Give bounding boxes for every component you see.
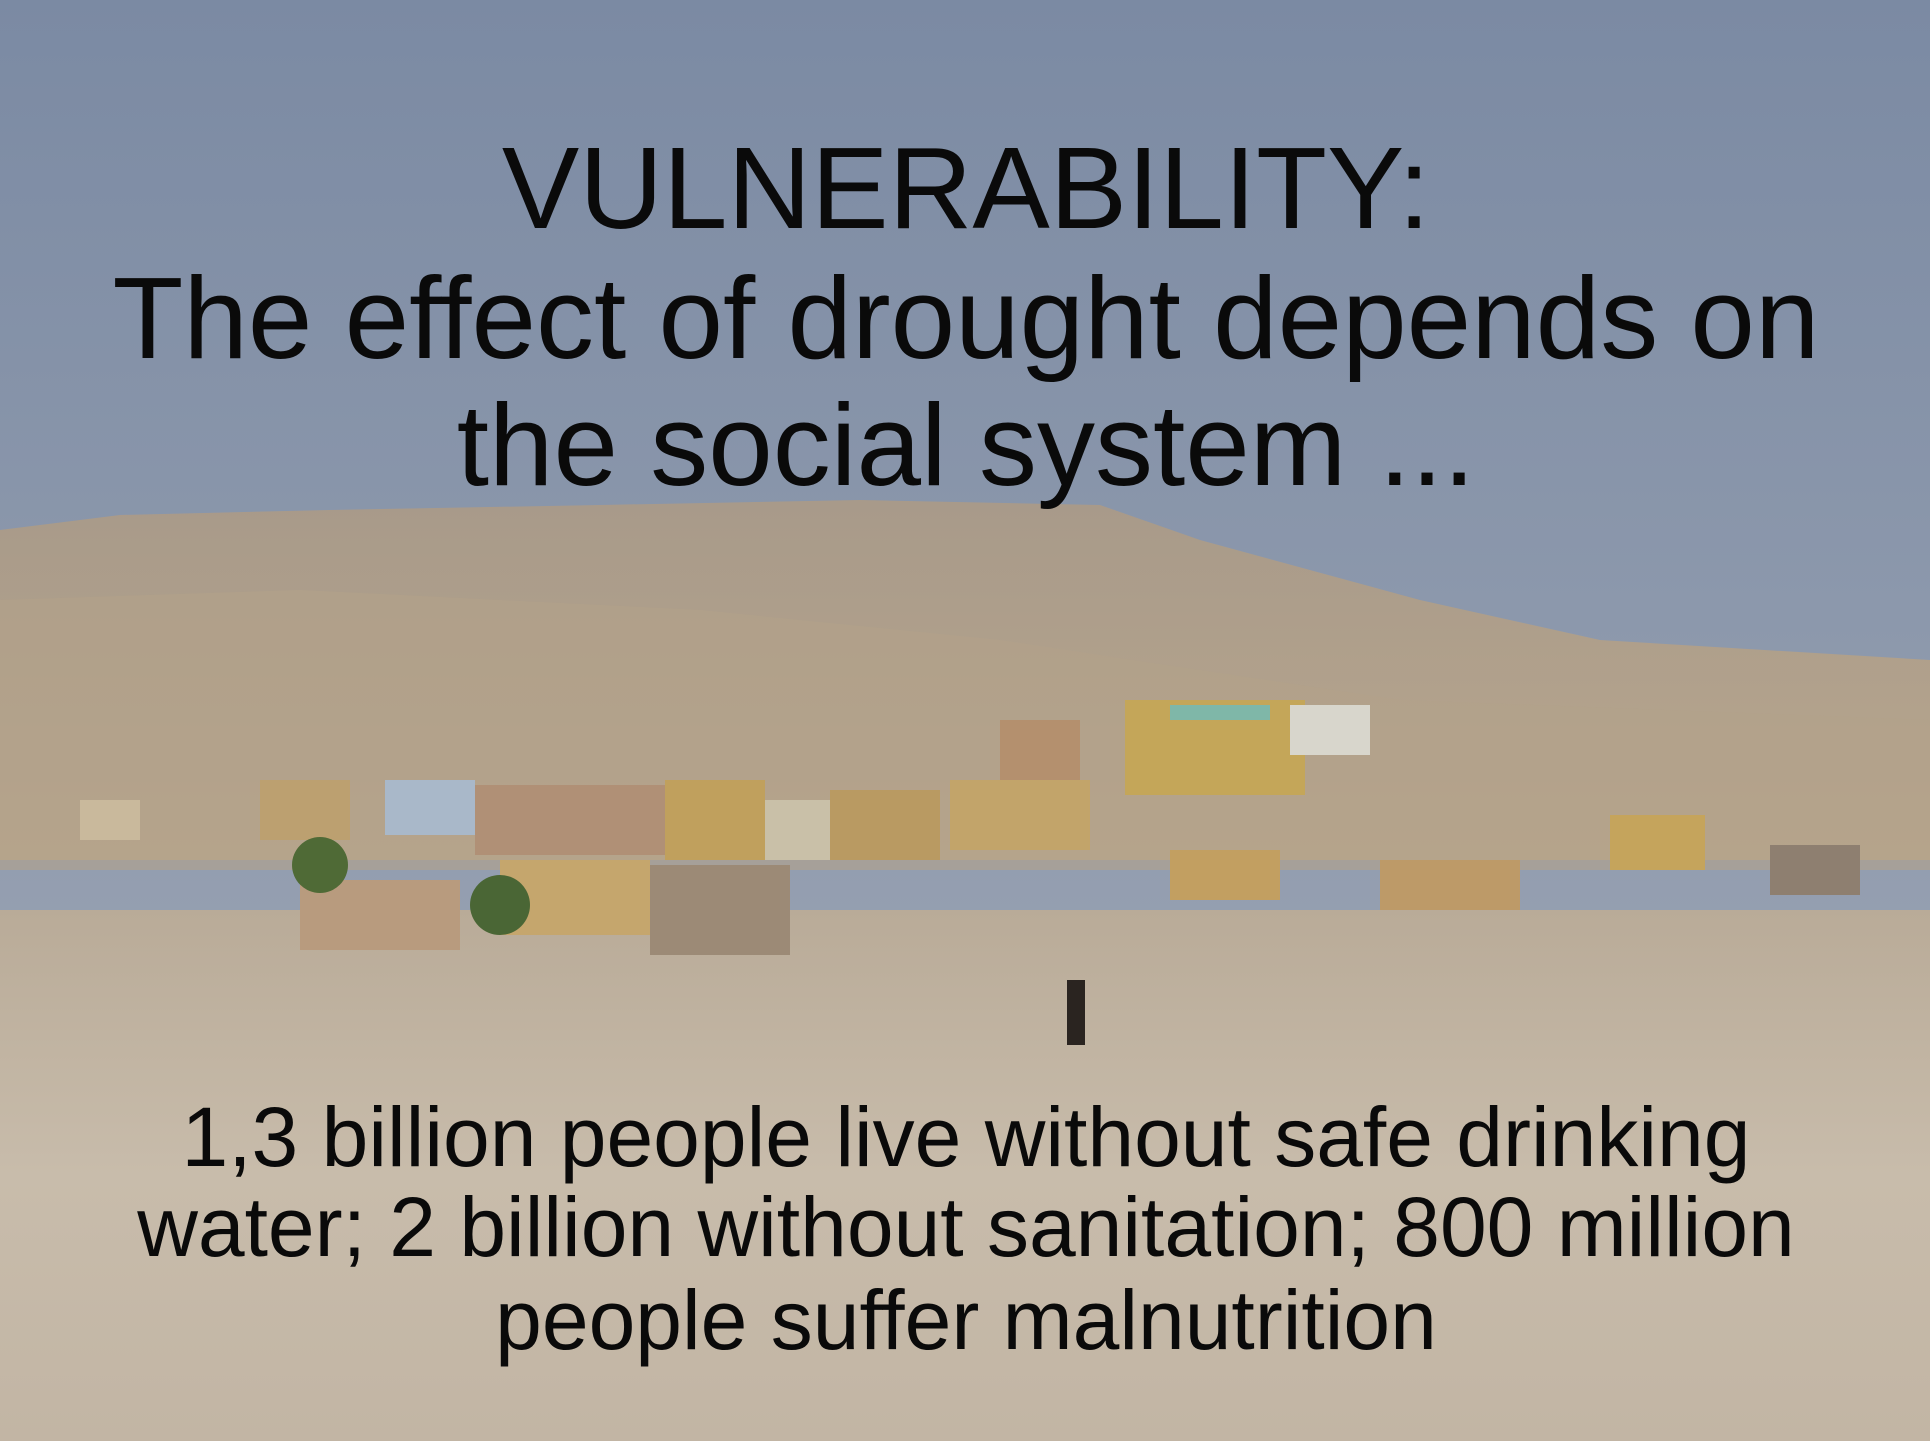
caption-line: 1,3 billion people live without safe dri… [182,1090,1751,1184]
caption-line: people suffer malnutrition [495,1273,1437,1367]
title: VULNERABILITY: [502,123,1430,253]
subtitle-line: the social system ... [457,380,1476,510]
caption-line: water; 2 billion without sanitation; 800… [136,1180,1795,1274]
subtitle-line: The effect of drought depends on [113,253,1820,383]
village [80,700,1860,1045]
